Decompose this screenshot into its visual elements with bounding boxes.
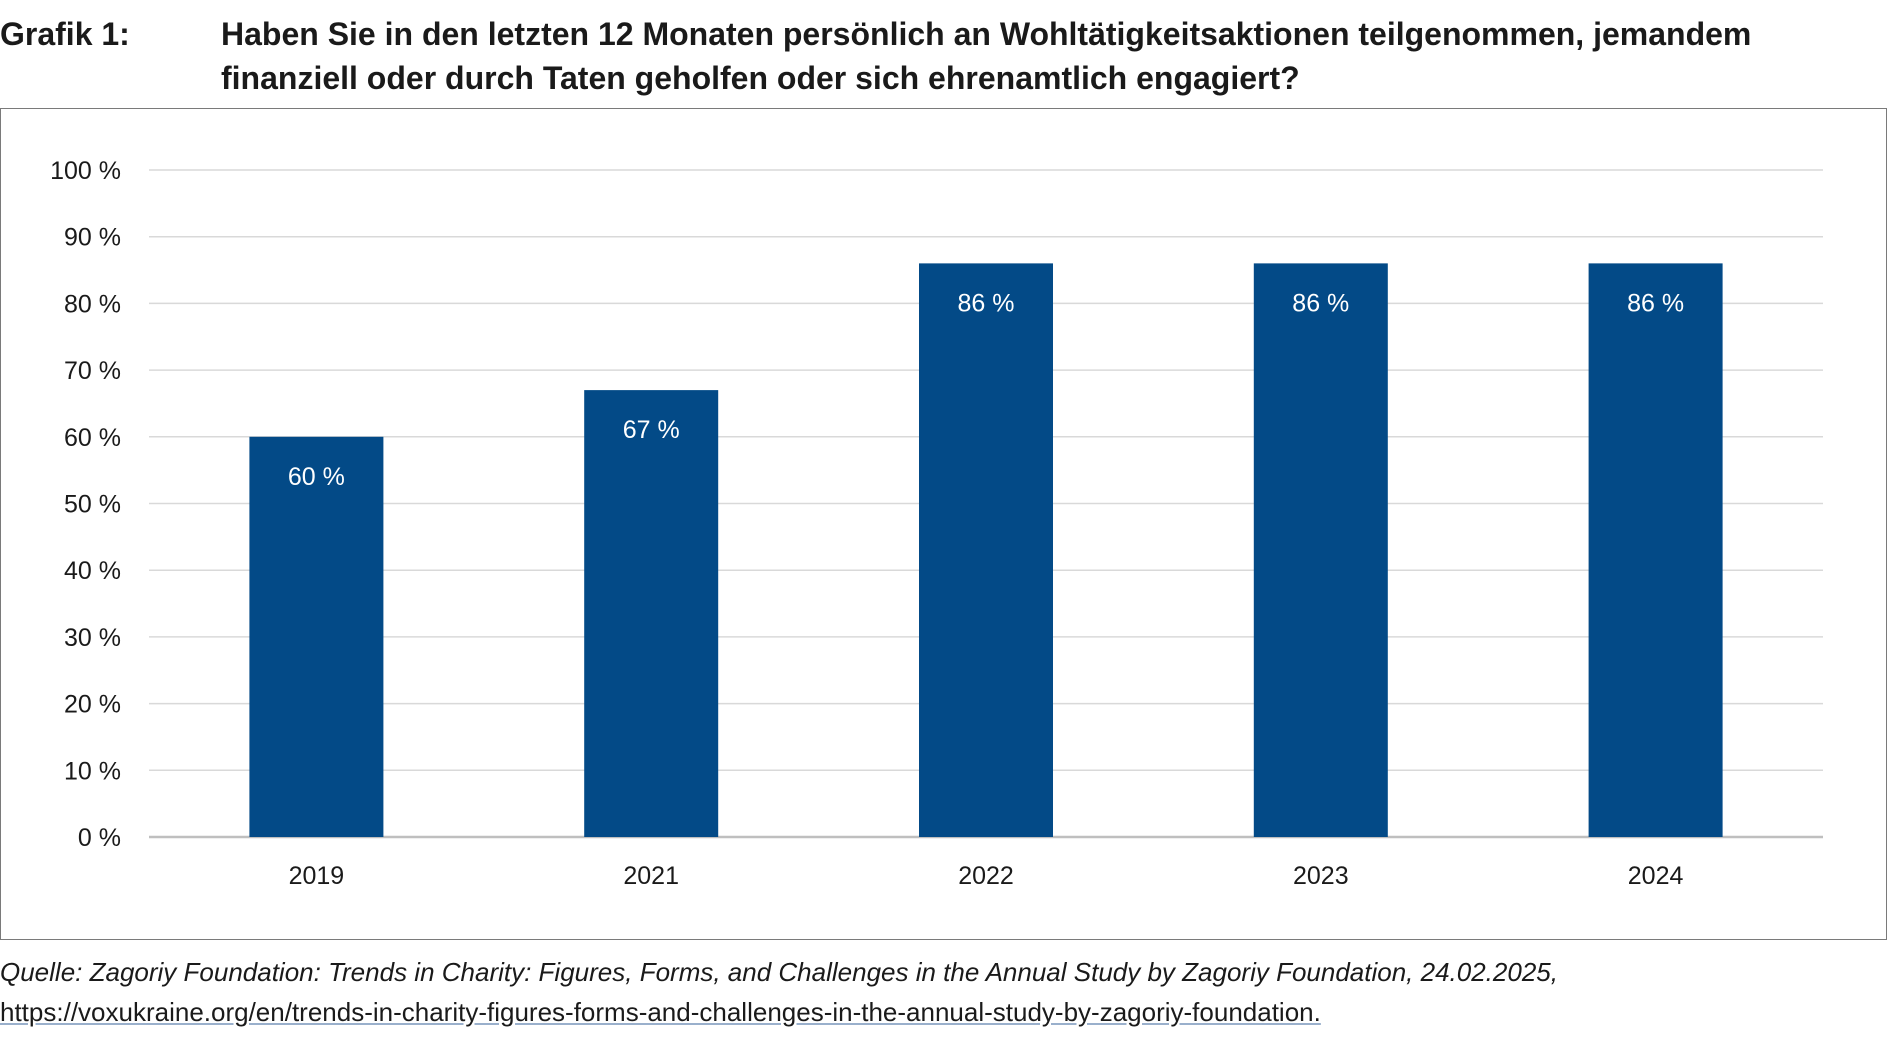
y-tick-label: 50 % bbox=[64, 491, 121, 519]
y-tick-label: 0 % bbox=[78, 824, 121, 852]
data-label: 67 % bbox=[623, 416, 680, 444]
x-tick-label: 2024 bbox=[1628, 862, 1684, 890]
y-tick-label: 30 % bbox=[64, 624, 121, 652]
y-tick-label: 100 % bbox=[50, 157, 121, 185]
bar bbox=[1588, 263, 1723, 837]
bar bbox=[919, 263, 1053, 837]
y-tick-label: 80 % bbox=[64, 290, 121, 318]
data-label: 86 % bbox=[1627, 289, 1684, 317]
figure-number: Grafik 1: bbox=[0, 16, 130, 52]
bar bbox=[584, 390, 719, 837]
data-label: 86 % bbox=[958, 289, 1015, 317]
chart-title: Haben Sie in den letzten 12 Monaten pers… bbox=[221, 16, 1752, 96]
x-tick-label: 2019 bbox=[289, 862, 345, 890]
x-tick-label: 2022 bbox=[958, 862, 1014, 890]
data-label: 60 % bbox=[288, 463, 345, 491]
y-tick-label: 10 % bbox=[64, 757, 121, 785]
source-link[interactable]: https://voxukraine.org/en/trends-in-char… bbox=[0, 997, 1321, 1027]
x-tick-label: 2023 bbox=[1293, 862, 1349, 890]
chart-frame: 0 % 10 % 20 % 30 % 40 % 50 % 60 % 70 % 80 % 90 % 1… bbox=[0, 108, 1887, 940]
bar bbox=[1253, 263, 1388, 837]
chart-header: Grafik 1: Haben Sie in den letzten 12 Mo… bbox=[0, 12, 1890, 102]
source-text: Quelle: Zagoriy Foundation: Trends in Ch… bbox=[0, 957, 1558, 987]
bar bbox=[249, 436, 384, 837]
source-note: Quelle: Zagoriy Foundation: Trends in Ch… bbox=[0, 952, 1888, 1032]
y-tick-label: 90 % bbox=[64, 224, 121, 252]
y-tick-label: 60 % bbox=[64, 424, 121, 452]
x-tick-label: 2021 bbox=[623, 862, 679, 890]
y-tick-label: 40 % bbox=[64, 557, 121, 585]
data-label: 86 % bbox=[1292, 289, 1349, 317]
y-tick-label: 20 % bbox=[64, 691, 121, 719]
y-tick-label: 70 % bbox=[64, 357, 121, 385]
bar-chart: 0 % 10 % 20 % 30 % 40 % 50 % 60 % 70 % 80 % 90 % 1… bbox=[50, 157, 1823, 890]
